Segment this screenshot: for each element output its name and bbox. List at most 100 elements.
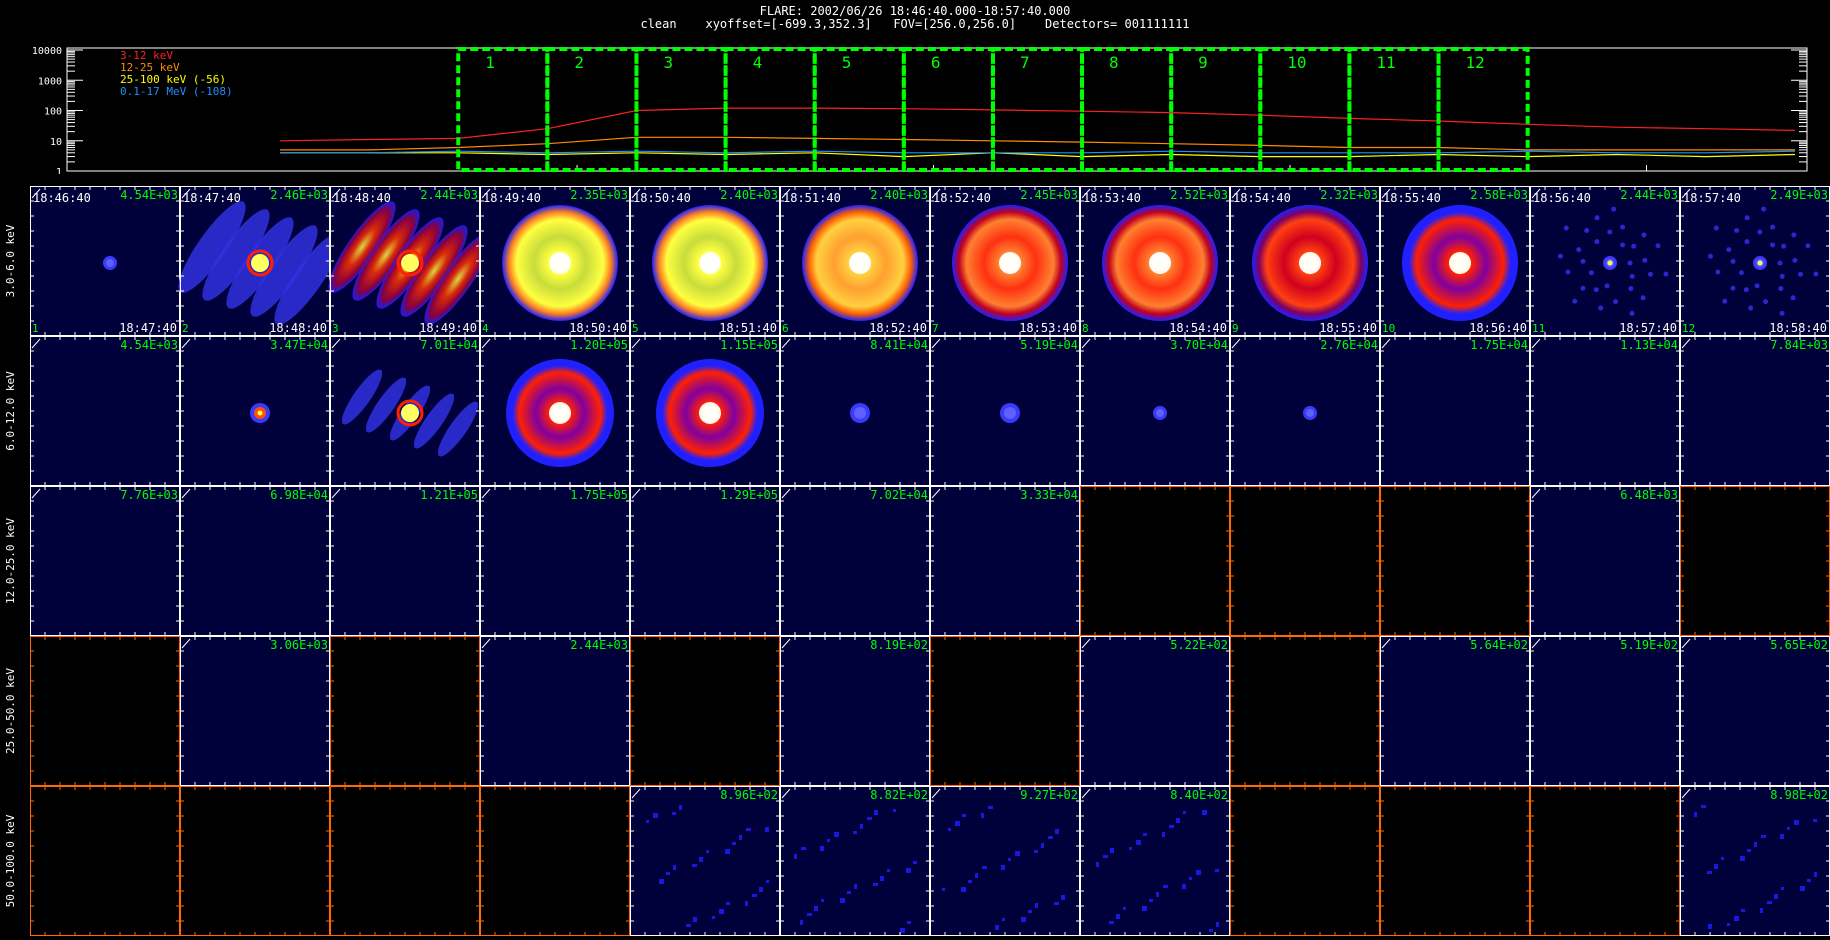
series-line-1	[280, 136, 1795, 151]
max-value-label: 2.49E+03	[1770, 188, 1828, 202]
cell-background	[1230, 486, 1380, 636]
cell-corner-mark	[1381, 638, 1391, 649]
speckle-blob	[692, 864, 697, 867]
image-cell: 3.06E+03	[180, 636, 330, 786]
cell-background	[330, 486, 480, 636]
image-cell: 7.01E+04	[330, 336, 480, 486]
cell-corner-mark	[1081, 188, 1091, 199]
y-tick-label: 10	[50, 137, 62, 148]
speckle-blob	[1041, 843, 1044, 848]
speckle-blob	[686, 924, 691, 927]
max-value-label: 5.22E+02	[1170, 638, 1228, 652]
image-cell: 2.45E+03 18:52:40 18:53:40 7	[930, 186, 1080, 336]
max-value-label: 2.32E+03	[1320, 188, 1378, 202]
interval-number-label: 3	[332, 322, 339, 335]
y-tick-label: 100	[44, 107, 62, 118]
speckle-blob	[873, 883, 878, 886]
interval-box-3	[634, 47, 728, 172]
speckle-blob	[1787, 827, 1790, 830]
cell-corner-mark	[181, 488, 191, 499]
plot-subtitle: clean xyoffset=[-699.3,352.3] FOV=[256.0…	[640, 17, 1190, 31]
speckle-blob	[1781, 887, 1784, 890]
max-value-label: 7.84E+03	[1770, 338, 1828, 352]
max-value-label: 8.41E+04	[870, 338, 928, 352]
speckle-blob	[893, 809, 896, 812]
speckle-blob	[794, 854, 797, 859]
image-cell: 2.44E+03 18:56:40 18:57:40 11	[1530, 186, 1680, 336]
cell-background	[1380, 336, 1530, 486]
interval-box-9	[1169, 47, 1263, 172]
source-dot	[1306, 409, 1314, 417]
speckle-blob	[1002, 918, 1005, 921]
speckle-blob	[1708, 924, 1712, 929]
speckle-blob	[719, 909, 724, 914]
cell-corner-mark	[331, 338, 341, 349]
flare-core	[1149, 252, 1171, 274]
cell-background	[30, 786, 180, 936]
interval-number-label: 4	[482, 322, 489, 335]
cell-background	[30, 336, 180, 486]
image-cell: 1.75E+05	[480, 486, 630, 636]
image-cell: 8.40E+02	[1080, 786, 1230, 936]
stripe-artifact	[352, 209, 420, 301]
speckle-blob	[1694, 812, 1697, 817]
image-cell: 1.75E+04	[1380, 336, 1530, 486]
max-value-label: 2.40E+03	[870, 188, 928, 202]
image-cell: 7.84E+03	[1680, 336, 1830, 486]
cell-corner-mark	[1681, 188, 1691, 199]
flare-core	[1299, 252, 1321, 274]
start-time-label: 18:50:40	[633, 191, 691, 205]
image-cell	[1230, 786, 1380, 936]
stripe-artifact	[328, 201, 396, 293]
noise-blob	[1805, 243, 1811, 249]
interval-label: 3	[663, 53, 673, 72]
energy-band-label: 12.0-25.0 keV	[4, 518, 17, 604]
speckle-blob	[995, 925, 999, 930]
noise-blob	[1588, 270, 1594, 276]
interval-box-8	[1080, 47, 1174, 172]
speckle-blob	[827, 839, 830, 842]
speckle-blob	[1182, 884, 1186, 889]
image-cell: 1.15E+05	[630, 336, 780, 486]
image-cell	[1230, 636, 1380, 786]
speckle-blob	[1028, 910, 1032, 913]
speckle-blob	[801, 847, 806, 850]
speckle-blob	[693, 917, 697, 922]
speckle-blob	[712, 916, 715, 919]
noise-blob	[1778, 286, 1784, 292]
interval-label: 2	[574, 53, 584, 72]
interval-number-label: 6	[782, 322, 789, 335]
cell-background	[780, 786, 930, 936]
noise-blob	[1761, 206, 1767, 212]
speckle-blob	[968, 880, 972, 883]
image-cell: 3.70E+04	[1080, 336, 1230, 486]
image-cell: 3.47E+04	[180, 336, 330, 486]
cell-corner-mark	[1081, 638, 1091, 649]
interval-number-label: 7	[932, 322, 939, 335]
energy-band-label: 25.0-50.0 keV	[4, 668, 17, 754]
speckle-blob	[880, 876, 884, 881]
noise-blob	[1715, 269, 1721, 275]
max-value-label: 2.45E+03	[1020, 188, 1078, 202]
noise-blob	[1647, 271, 1653, 277]
speckle-blob	[752, 894, 757, 897]
cell-background	[180, 786, 330, 936]
energy-band-label: 6.0-12.0 keV	[4, 371, 17, 451]
source-peak	[1757, 260, 1763, 266]
interval-number-label: 10	[1382, 322, 1395, 335]
speckle-blob	[962, 814, 966, 817]
noise-blob	[1663, 271, 1669, 277]
cell-corner-mark	[781, 788, 791, 799]
stripe-artifact	[274, 233, 342, 325]
max-value-label: 4.54E+03	[120, 338, 178, 352]
max-value-label: 2.58E+03	[1470, 188, 1528, 202]
end-time-label: 18:58:40	[1769, 321, 1827, 335]
end-time-label: 18:55:40	[1319, 321, 1377, 335]
start-time-label: 18:48:40	[333, 191, 391, 205]
speckle-blob	[1740, 856, 1745, 861]
flare-core	[549, 402, 571, 424]
speckle-blob	[759, 887, 763, 892]
noise-blob	[1620, 224, 1626, 230]
speckle-blob	[913, 861, 917, 864]
start-time-label: 18:46:40	[33, 191, 91, 205]
